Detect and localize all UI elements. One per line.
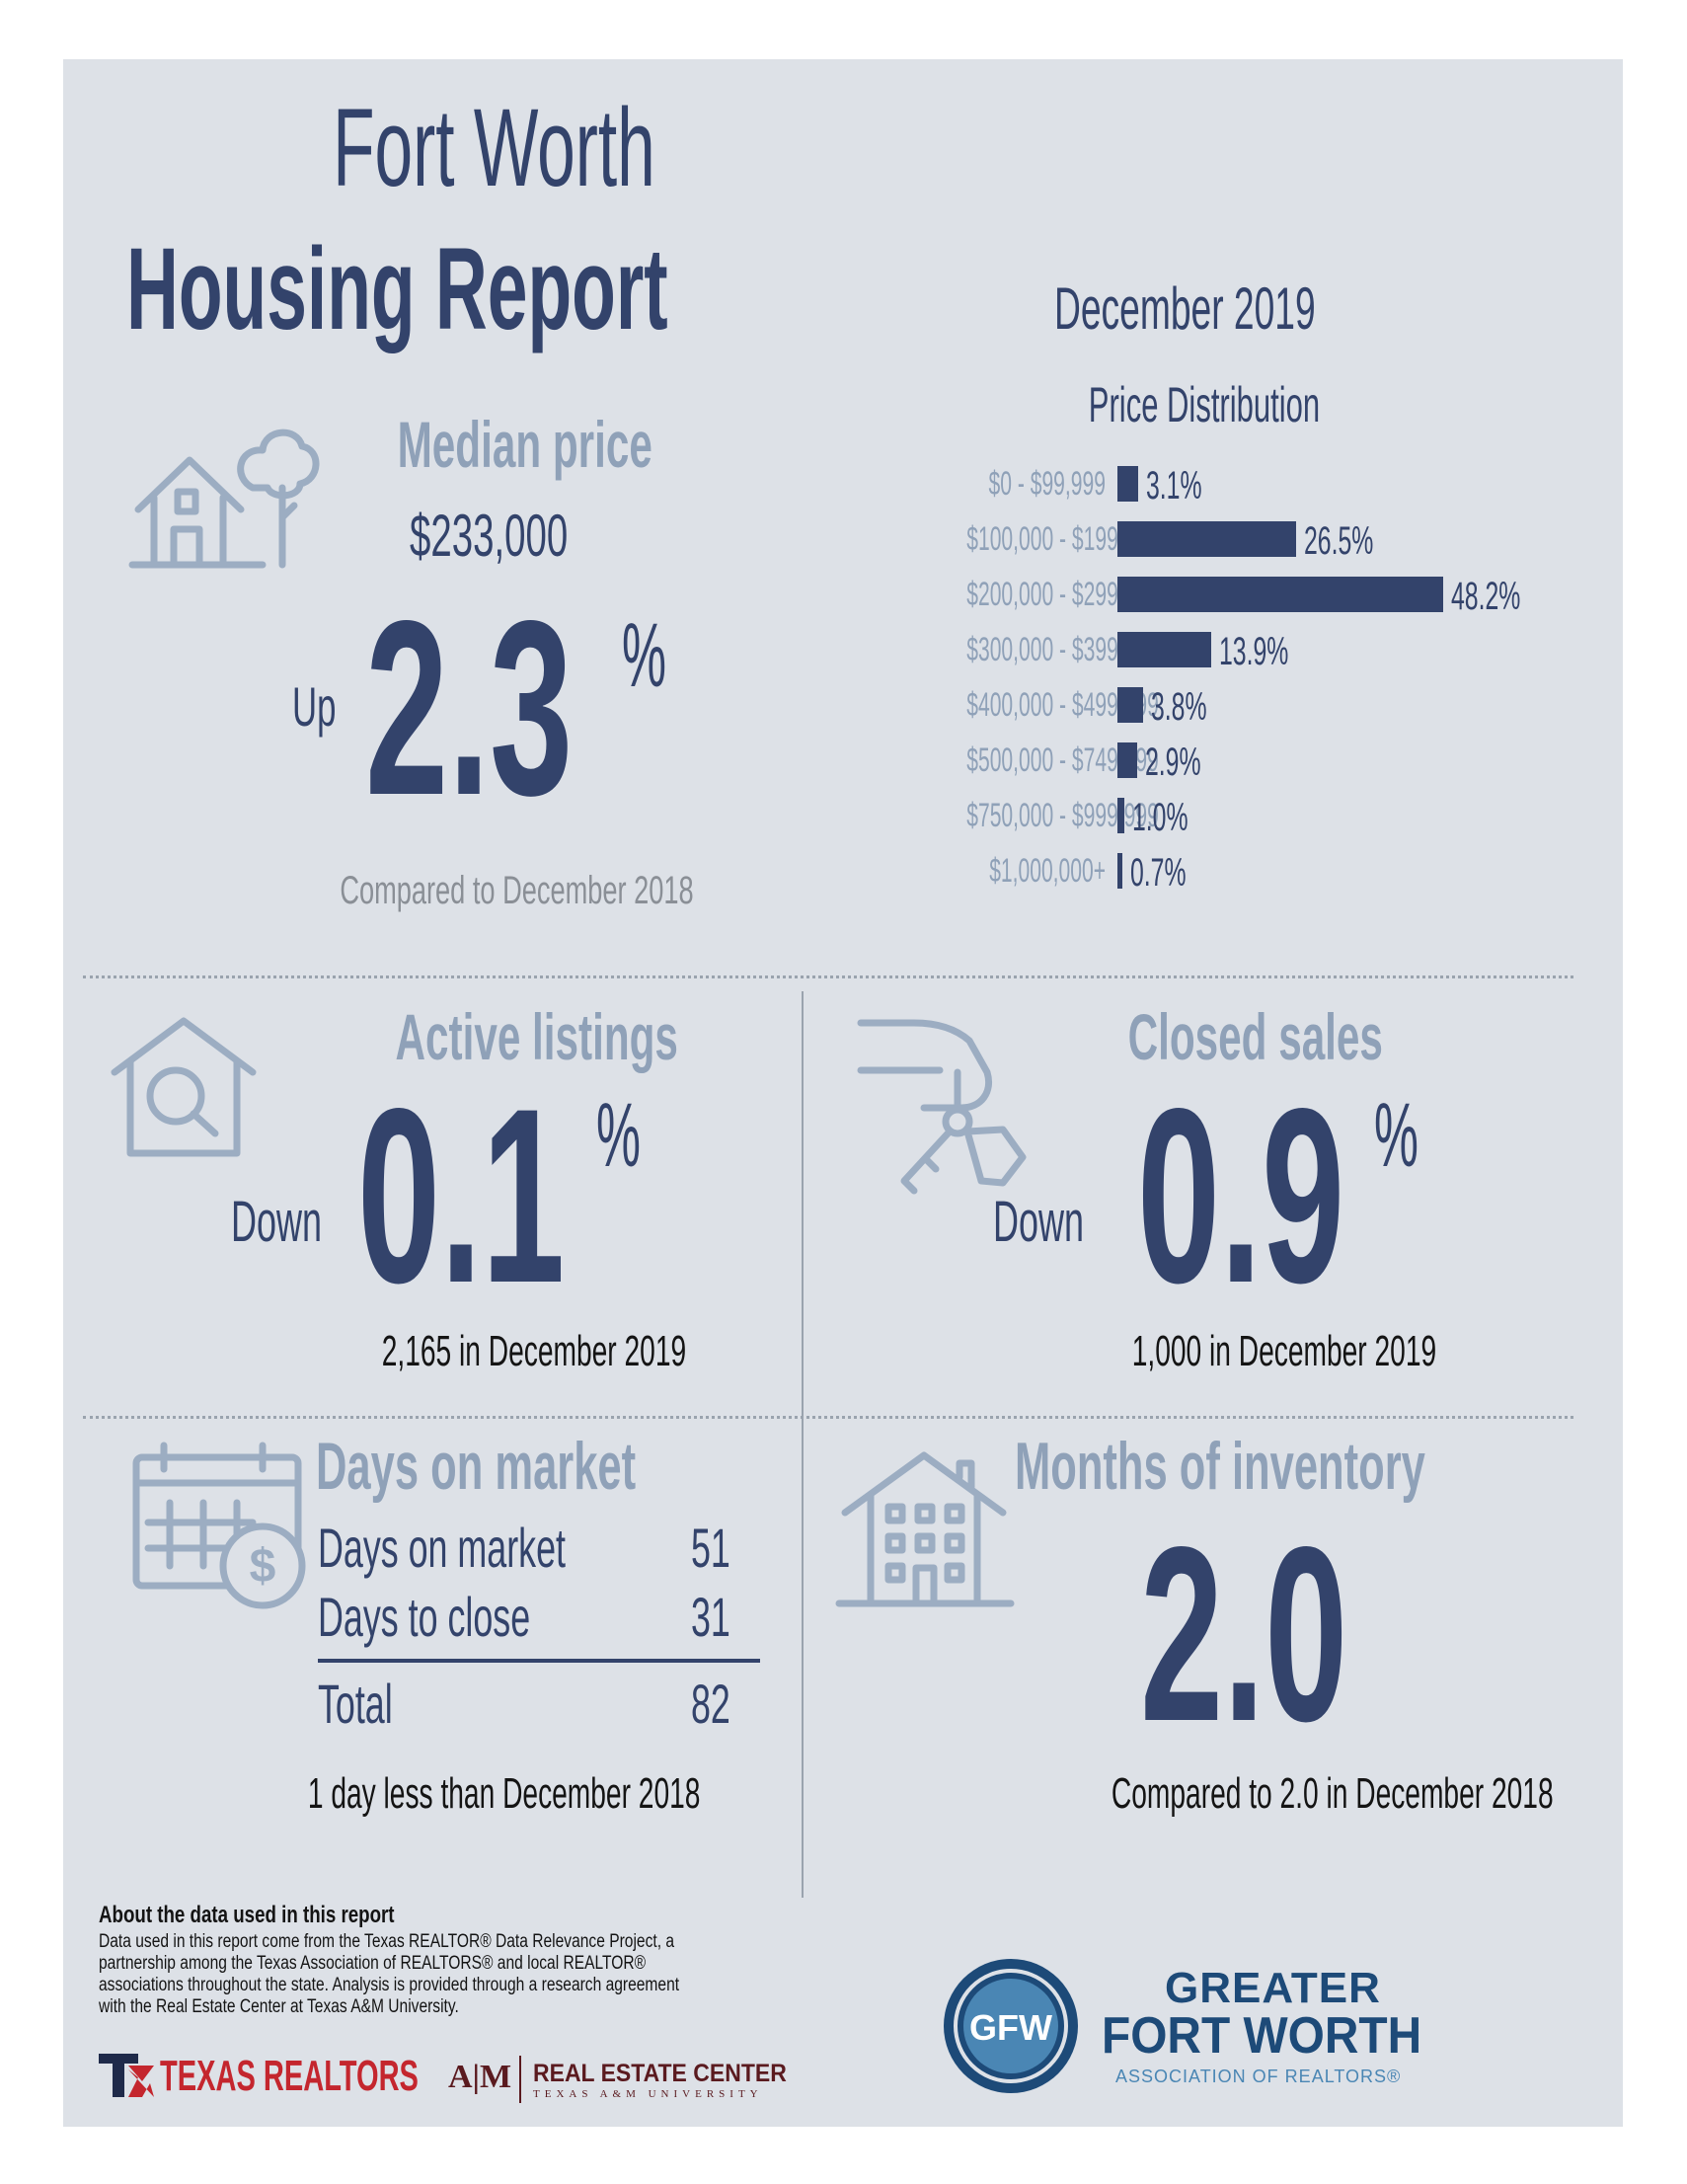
dom-row-label: Days on market: [318, 1517, 566, 1579]
gfw-line2: FORT WORTH: [1102, 2007, 1422, 2065]
price-bar: [1117, 632, 1212, 667]
gfw-logo-mark: GFW: [944, 1959, 1078, 2093]
price-bar-value: 2.9%: [1144, 741, 1201, 784]
dtc-row-label: Days to close: [318, 1586, 531, 1648]
price-bucket-label: $0 - $99,999: [988, 465, 1106, 503]
total-rule: [318, 1659, 760, 1663]
price-bar: [1117, 466, 1139, 502]
months-inventory-note: Compared to 2.0 in December 2018: [1111, 1769, 1554, 1818]
rec-subtitle: TEXAS A&M UNIVERSITY: [533, 2088, 763, 2100]
closed-sales-change: 0.9: [1137, 1057, 1345, 1335]
price-bucket-label: $100,000 - $199,999: [966, 520, 1159, 558]
price-bucket-label: $750,000 - $999,999: [966, 797, 1159, 834]
price-bar: [1117, 687, 1144, 723]
median-change: 2.3: [365, 570, 574, 847]
price-bar-value: 48.2%: [1451, 575, 1521, 618]
hand-keys-icon: [857, 1019, 1027, 1195]
total-label: Total: [318, 1673, 393, 1735]
price-bar-value: 13.9%: [1219, 630, 1289, 673]
divider-vertical: [802, 991, 804, 1898]
price-bar: [1117, 521, 1297, 557]
median-price-title: Median price: [397, 408, 652, 481]
divider-top: [83, 975, 1573, 978]
gfw-line1: GREATER: [1165, 1964, 1381, 2012]
title-line1: Fort Worth: [332, 86, 655, 209]
atm-logo: A|M: [448, 2059, 512, 2095]
days-on-market-note: 1 day less than December 2018: [307, 1769, 701, 1818]
price-distribution-title: Price Distribution: [1088, 377, 1321, 432]
months-inventory-value: 2.0: [1139, 1496, 1348, 1773]
active-listings-change: 0.1: [357, 1057, 566, 1335]
dom-row-value: 51: [691, 1517, 730, 1579]
median-comparison: Compared to December 2018: [340, 869, 694, 912]
median-change-unit: %: [622, 605, 666, 706]
rec-divider: [519, 2056, 521, 2103]
house-tree-icon: [128, 429, 320, 569]
price-bar: [1117, 742, 1137, 778]
months-inventory-title: Months of inventory: [1015, 1429, 1425, 1504]
price-bar-value: 1.0%: [1131, 796, 1189, 839]
house-search-icon: [111, 1017, 257, 1157]
divider-middle: [83, 1416, 1573, 1419]
price-distribution-chart: $0 - $99,999 3.1% $100,000 - $199,999 26.5%…: [849, 462, 1599, 897]
about-text: Data used in this report come from the T…: [99, 1931, 680, 2017]
closed-sales-title: Closed sales: [1127, 1000, 1383, 1073]
median-price-value: $233,000: [409, 503, 569, 569]
closed-sales-detail: 1,000 in December 2019: [1131, 1327, 1437, 1375]
rec-name: REAL ESTATE CENTER: [533, 2060, 787, 2087]
price-bucket-label: $500,000 - $749,999: [966, 741, 1159, 779]
about-heading: About the data used in this report: [99, 1902, 395, 1928]
closed-sales-direction: Down: [993, 1190, 1084, 1254]
active-listings-detail: 2,165 in December 2019: [381, 1327, 687, 1375]
price-bucket-label: $200,000 - $299,999: [966, 576, 1159, 613]
price-bar: [1117, 798, 1124, 833]
calendar-dollar-icon: $: [132, 1442, 306, 1609]
texas-realtors-logo-mark: [99, 2054, 154, 2097]
report-panel: [63, 59, 1623, 2127]
median-direction: Up: [292, 675, 337, 738]
price-bar-value: 26.5%: [1304, 519, 1374, 563]
svg-text:GFW: GFW: [969, 2007, 1052, 2048]
dtc-row-value: 31: [691, 1586, 730, 1648]
total-value: 82: [691, 1673, 730, 1735]
texas-realtors-logo: TEXAS REALTORS: [160, 2052, 419, 2100]
title-line2: Housing Report: [126, 224, 668, 354]
price-bar: [1117, 853, 1122, 889]
price-bucket-label: $1,000,000+: [989, 852, 1106, 890]
active-listings-unit: %: [596, 1085, 641, 1186]
price-bucket-label: $300,000 - $399,999: [966, 631, 1159, 668]
price-bar: [1117, 577, 1443, 612]
price-bucket-label: $400,000 - $499,999: [966, 686, 1159, 724]
price-bar-value: 0.7%: [1129, 851, 1187, 895]
price-bar-value: 3.8%: [1151, 685, 1207, 729]
gfw-line3: ASSOCIATION OF REALTORS®: [1115, 2067, 1402, 2086]
active-listings-title: Active listings: [395, 1000, 678, 1073]
days-on-market-title: Days on market: [316, 1429, 637, 1504]
apartment-building-icon: [835, 1451, 1015, 1607]
active-listings-direction: Down: [231, 1190, 322, 1254]
closed-sales-unit: %: [1374, 1085, 1419, 1186]
period-label: December 2019: [1054, 275, 1316, 342]
svg-text:$: $: [250, 1540, 276, 1593]
price-bar-value: 3.1%: [1146, 464, 1202, 507]
